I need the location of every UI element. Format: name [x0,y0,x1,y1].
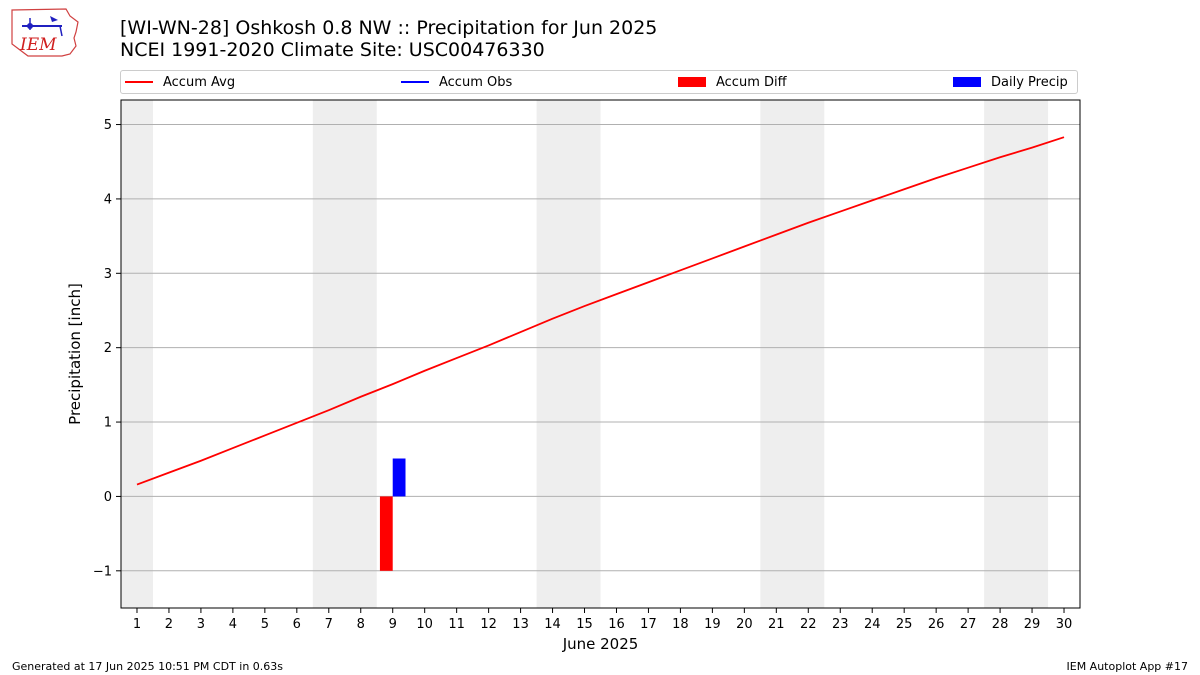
x-tick-label-1: 2 [165,617,173,632]
weekend-band-3 [760,100,825,608]
weekend-band-2 [536,100,601,608]
weekend-band-4 [984,100,1049,608]
x-tick-label-8: 9 [389,617,397,632]
logo-text: IEM [19,35,57,55]
y-tick-label-1: 0 [104,490,112,505]
x-tick-label-13: 14 [544,617,561,632]
legend-item-daily-precip: Daily Precip [953,71,1068,93]
chart-legend: Accum Avg Accum Obs Accum Diff Daily Pre… [120,70,1078,94]
y-tick-label-0: −1 [93,564,112,579]
legend-item-accum-avg: Accum Avg [125,71,235,93]
grid-lines [121,124,1080,572]
x-axis-label: June 2025 [562,635,639,653]
weekend-shading [121,100,1049,608]
x-tick-label-15: 16 [608,617,625,632]
legend-label-accum-diff: Accum Diff [716,74,787,90]
x-tick-label-11: 12 [480,617,497,632]
legend-swatch-accum-obs [401,81,429,83]
precip-chart: 1 2 3 4 5 6 7 8 9 10 11 12 13 14 15 16 17 18 19 20 21 22 23 24 2… [66,99,1081,653]
x-tick-label-9: 10 [416,617,433,632]
x-tick-label-16: 17 [640,617,657,632]
x-tick-label-26: 27 [960,617,977,632]
footer-generated-text: Generated at 17 Jun 2025 10:51 PM CDT in… [12,660,284,673]
iem-logo: IEM [11,8,79,57]
x-tick-label-23: 24 [864,617,881,632]
x-tick-label-21: 22 [800,617,817,632]
x-tick-label-22: 23 [832,617,849,632]
x-tick-label-7: 8 [357,617,365,632]
legend-swatch-accum-diff [678,77,706,87]
chart-title: [WI-WN-28] Oshkosh 0.8 NW :: Precipitati… [120,17,658,39]
y-axis-label: Precipitation [inch] [66,283,84,425]
y-axis-ticks: −1 0 1 2 3 4 5 [93,118,121,579]
legend-item-accum-diff: Accum Diff [678,71,787,93]
series-lines [136,136,1065,486]
x-tick-label-24: 25 [896,617,913,632]
x-tick-label-18: 19 [704,617,721,632]
legend-swatch-accum-avg [125,81,153,83]
y-tick-label-2: 1 [104,416,112,431]
legend-label-accum-avg: Accum Avg [163,74,236,90]
y-tick-label-4: 3 [104,267,112,282]
x-tick-label-28: 29 [1024,617,1041,632]
x-tick-label-20: 21 [768,617,785,632]
legend-label-daily-precip: Daily Precip [991,74,1068,90]
x-tick-label-6: 7 [325,617,333,632]
y-tick-label-3: 2 [104,341,112,356]
legend-swatch-daily-precip [953,77,981,87]
weekend-band-1 [312,100,377,608]
x-tick-label-2: 3 [197,617,205,632]
x-tick-label-19: 20 [736,617,753,632]
iowa-outline-icon [11,8,79,57]
legend-item-accum-obs: Accum Obs [401,71,512,93]
footer-app-label: IEM Autoplot App #17 [1066,660,1189,673]
x-tick-label-25: 26 [928,617,945,632]
bar-accum-diff-0 [379,496,393,571]
x-tick-label-0: 1 [133,617,141,632]
x-tick-label-27: 28 [992,617,1009,632]
x-tick-label-3: 4 [229,617,237,632]
x-tick-label-17: 18 [672,617,689,632]
bar-daily-precip-0 [392,458,406,497]
x-tick-label-29: 30 [1056,617,1073,632]
legend-label-accum-obs: Accum Obs [439,74,513,90]
x-tick-label-14: 15 [576,617,593,632]
chart-subtitle: NCEI 1991-2020 Climate Site: USC00476330 [120,39,545,61]
x-axis-ticks: 1 2 3 4 5 6 7 8 9 10 11 12 13 14 15 16 17 18 19 20 21 22 23 24 2… [133,608,1072,632]
line-accum-avg [136,136,1065,486]
x-tick-label-5: 6 [293,617,301,632]
plot-frame [120,99,1081,609]
x-tick-label-10: 11 [448,617,465,632]
x-tick-label-12: 13 [512,617,529,632]
y-tick-label-5: 4 [104,192,112,207]
bars [379,458,406,571]
y-tick-label-6: 5 [104,118,112,133]
x-tick-label-4: 5 [261,617,269,632]
weekend-band-0 [121,100,153,608]
